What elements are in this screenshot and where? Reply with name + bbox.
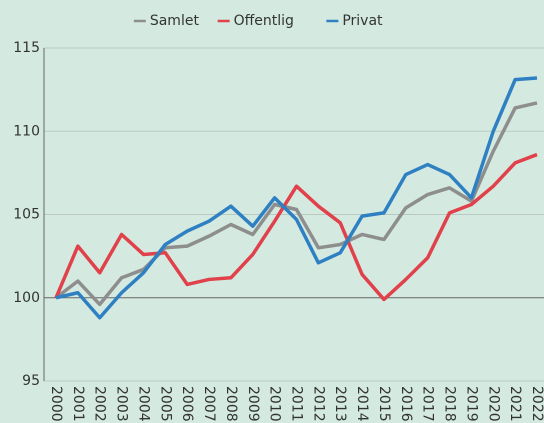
x-tick-label: 2018 — [442, 386, 458, 422]
x-tick-label: 2015 — [376, 386, 392, 422]
y-tick-label: 95 — [22, 373, 40, 389]
y-tick-label: 105 — [13, 207, 40, 223]
line — [54, 152, 538, 302]
x-tick-label: 2014 — [354, 386, 370, 422]
line — [55, 76, 538, 320]
x-tick-label: 2004 — [135, 386, 151, 422]
legend-label: Samlet — [150, 13, 200, 29]
x-tick-label: 2013 — [332, 386, 348, 422]
x-tick-label: 2022 — [529, 386, 544, 422]
x-tick-label: 2010 — [267, 386, 283, 422]
x-tick-label: 2000 — [48, 386, 64, 422]
x-tick-label: 2001 — [70, 386, 86, 422]
y-tick-label: 110 — [13, 123, 40, 139]
x-tick-label: 2021 — [507, 386, 523, 422]
x-tick-label: 2009 — [245, 386, 261, 422]
line — [54, 101, 538, 307]
y-tick-label: 115 — [13, 40, 40, 56]
legend-label: Privat — [342, 13, 383, 29]
x-tick-label: 2008 — [223, 386, 239, 422]
x-tick-label: 2006 — [179, 386, 195, 422]
x-tick-label: 2019 — [463, 386, 479, 422]
x-tick-label: 2020 — [485, 386, 501, 422]
x-tick-label: 2017 — [420, 386, 436, 422]
x-tick-label: 2011 — [289, 386, 305, 422]
y-tick-label: 100 — [13, 290, 40, 306]
x-tick-label: 2005 — [157, 386, 173, 422]
legend-label: Offentlig — [234, 13, 294, 29]
x-tick-label: 2002 — [92, 386, 108, 422]
x-tick-label: 2016 — [398, 386, 414, 422]
x-tick-label: 2012 — [310, 386, 326, 422]
x-tick-label: 2003 — [114, 386, 130, 422]
x-tick-label: 2007 — [201, 386, 217, 422]
